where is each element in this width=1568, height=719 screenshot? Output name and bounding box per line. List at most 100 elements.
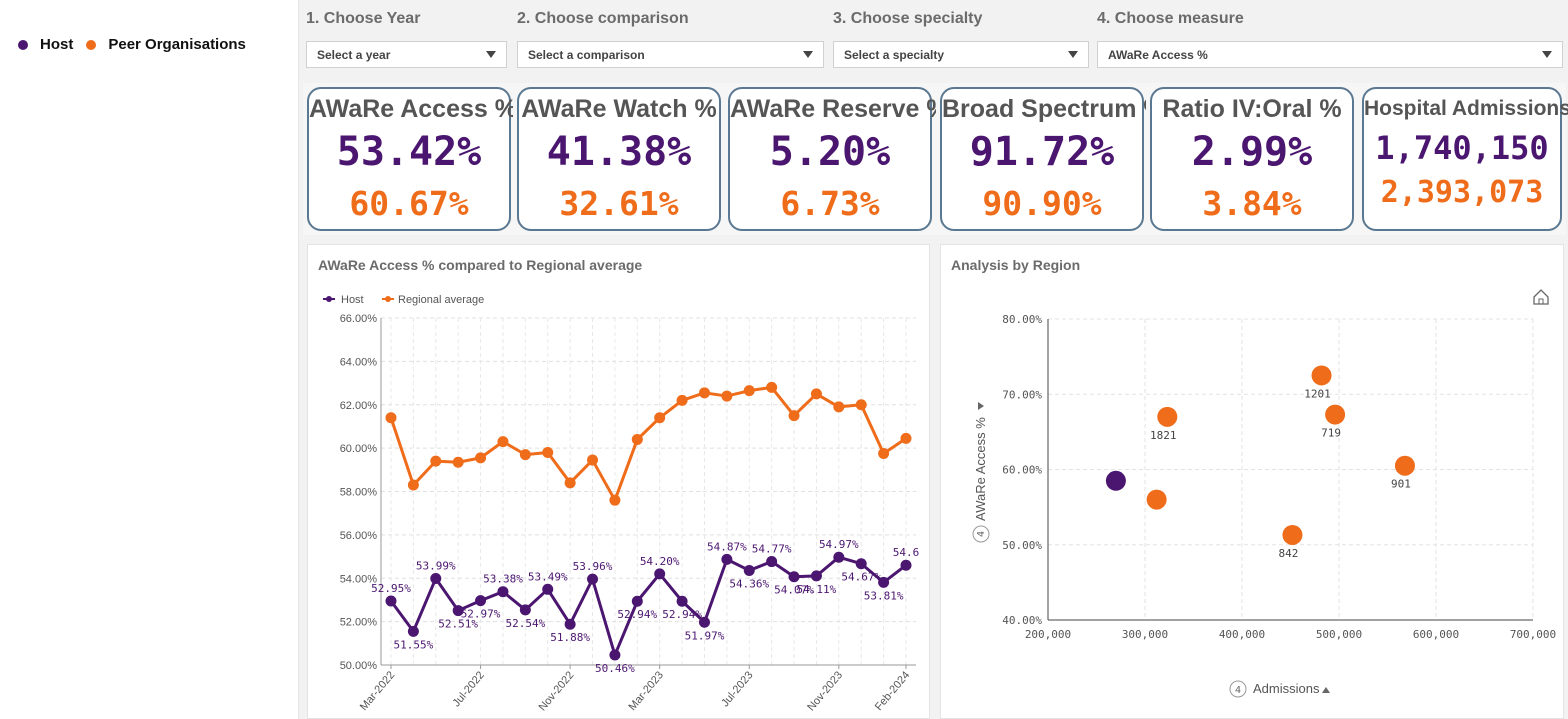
host-data-label: 53.99% — [416, 559, 456, 572]
host-data-point — [430, 572, 442, 584]
host-data-label: 52.97% — [461, 608, 501, 621]
point-label: 842 — [1279, 547, 1299, 560]
kpi-peer-value: 6.73% — [780, 184, 880, 223]
regional-data-point — [766, 381, 778, 393]
y-tick-label: 56.00% — [340, 530, 378, 542]
host-data-label: 52.54% — [505, 617, 545, 630]
x-tick-label: 600,000 — [1413, 628, 1459, 641]
kpi-card-aware-access[interactable]: AWaRe Access % 53.42% 60.67% — [303, 83, 517, 235]
host-data-point — [833, 551, 845, 563]
year-select[interactable]: Select a year — [306, 41, 507, 68]
regional-data-point — [452, 456, 464, 468]
legend: Host Peer Organisations — [18, 36, 259, 53]
regional-data-point — [475, 452, 487, 464]
kpi-peer-value: 90.90% — [982, 184, 1102, 223]
regional-data-point — [788, 410, 800, 422]
x-tick-label: 700,000 — [1510, 628, 1556, 641]
host-data-label: 50.46% — [595, 662, 635, 675]
host-data-point — [654, 568, 666, 580]
peer-region-point — [1157, 406, 1178, 427]
regional-data-point — [587, 454, 599, 466]
filter-measure-title: 4. Choose measure — [1097, 10, 1244, 27]
x-tick-label: 400,000 — [1219, 628, 1265, 641]
kpi-card-ratio-iv-oral[interactable]: Ratio IV:Oral % 2.99% 3.84% — [1146, 83, 1358, 235]
peer-region-point — [1325, 404, 1346, 425]
kpi-card-frame: AWaRe Reserve % 5.20% 6.73% — [728, 87, 949, 231]
comparison-select[interactable]: Select a comparison — [517, 41, 824, 68]
host-data-point — [743, 564, 755, 576]
peer-region-point — [1311, 365, 1332, 386]
peer-legend-dot — [86, 39, 97, 50]
peer-region-point — [1146, 489, 1167, 510]
kpi-title: Ratio IV:Oral % — [1162, 95, 1342, 123]
legend-regional-marker — [385, 296, 391, 302]
year-select-value: Select a year — [317, 48, 391, 62]
y-tick-label: 60.00% — [1002, 464, 1042, 477]
x-tick-label: Nov-2022 — [537, 669, 577, 713]
point-label: 901 — [1391, 478, 1411, 491]
dashboard-main: 1. Choose Year 2. Choose comparison 3. C… — [299, 0, 1568, 719]
kpi-card-aware-reserve[interactable]: AWaRe Reserve % 5.20% 6.73% — [724, 83, 949, 235]
regional-data-point — [430, 455, 442, 467]
host-data-label: 54.67% — [841, 571, 881, 584]
y-tick-label: 52.00% — [340, 617, 378, 629]
scatter-chart[interactable]: 40.00% 50.00% 60.00% 70.00% 80.00% 200,000 300… — [941, 245, 1563, 718]
host-data-point — [519, 604, 531, 616]
y-tick-label: 62.00% — [340, 400, 378, 412]
host-data-label: 51.88% — [550, 631, 590, 644]
regional-data-point — [609, 494, 621, 506]
y-axis-badge-text: 4 — [976, 531, 987, 537]
host-data-label: 53.38% — [483, 573, 523, 586]
x-axis-badge-text: 4 — [1235, 685, 1241, 696]
x-tick-label: 200,000 — [1025, 628, 1071, 641]
host-data-label: 54.07% — [774, 584, 814, 597]
host-data-label: 54.6 — [893, 546, 920, 559]
kpi-card-hospital-admissions[interactable]: Hospital Admissions 1,740,150 2,393,073 — [1358, 83, 1568, 235]
home-icon[interactable] — [1533, 289, 1549, 305]
host-data-label: 51.55% — [394, 638, 434, 651]
host-data-point — [407, 625, 419, 637]
kpi-card-frame: Ratio IV:Oral % 2.99% 3.84% — [1150, 87, 1354, 231]
y-tick-label: 50.00% — [340, 660, 378, 672]
kpi-title: Broad Spectrum % — [942, 95, 1166, 123]
host-legend-dot — [18, 39, 28, 50]
point-label: 719 — [1321, 427, 1341, 440]
y-tick-label: 60.00% — [340, 443, 378, 455]
measure-select[interactable]: AWaRe Access % — [1097, 41, 1563, 68]
host-data-point — [900, 559, 912, 571]
kpi-title: AWaRe Access % — [309, 95, 517, 123]
host-data-point — [788, 571, 800, 583]
kpi-title: AWaRe Watch % — [521, 95, 717, 123]
kpi-host-value: 41.38% — [546, 129, 692, 175]
regional-data-point — [676, 394, 688, 406]
peer-region-point — [1282, 524, 1303, 545]
host-data-point — [631, 595, 643, 607]
specialty-select-value: Select a specialty — [844, 48, 945, 62]
kpi-peer-value: 3.84% — [1202, 184, 1302, 223]
filter-specialty-title: 3. Choose specialty — [833, 10, 983, 27]
kpi-peer-value: 2,393,073 — [1380, 175, 1544, 210]
line-chart[interactable]: Host Regional average 50.00% 52.00% 54.00% 56… — [308, 245, 929, 718]
kpi-card-frame: AWaRe Access % 53.42% 60.67% — [307, 87, 517, 231]
kpi-card-broad-spectrum[interactable]: Broad Spectrum % 91.72% 90.90% — [936, 83, 1166, 235]
point-label: 1201 — [1304, 387, 1331, 400]
kpi-card-aware-watch[interactable]: AWaRe Watch % 41.38% 32.61% — [513, 83, 725, 235]
regional-data-point — [631, 433, 643, 445]
kpi-host-value: 1,740,150 — [1375, 129, 1549, 167]
specialty-select[interactable]: Select a specialty — [833, 41, 1089, 68]
kpi-peer-value: 60.67% — [349, 184, 469, 223]
regional-data-point — [900, 432, 912, 444]
x-axis-title: Admissions — [1253, 681, 1320, 696]
chevron-down-icon[interactable] — [1542, 51, 1552, 58]
chevron-down-icon[interactable] — [803, 51, 813, 58]
host-data-point — [452, 605, 464, 617]
chevron-down-icon[interactable] — [486, 51, 496, 58]
y-tick-label: 66.00% — [340, 313, 378, 325]
y-tick-label: 64.00% — [340, 356, 378, 368]
x-tick-label: 300,000 — [1122, 628, 1168, 641]
host-data-label: 54.97% — [819, 538, 859, 551]
host-data-label: 52.94% — [662, 608, 702, 621]
chevron-down-icon[interactable] — [1068, 51, 1078, 58]
regional-data-point — [698, 387, 710, 399]
x-tick-label: Nov-2023 — [805, 669, 845, 713]
